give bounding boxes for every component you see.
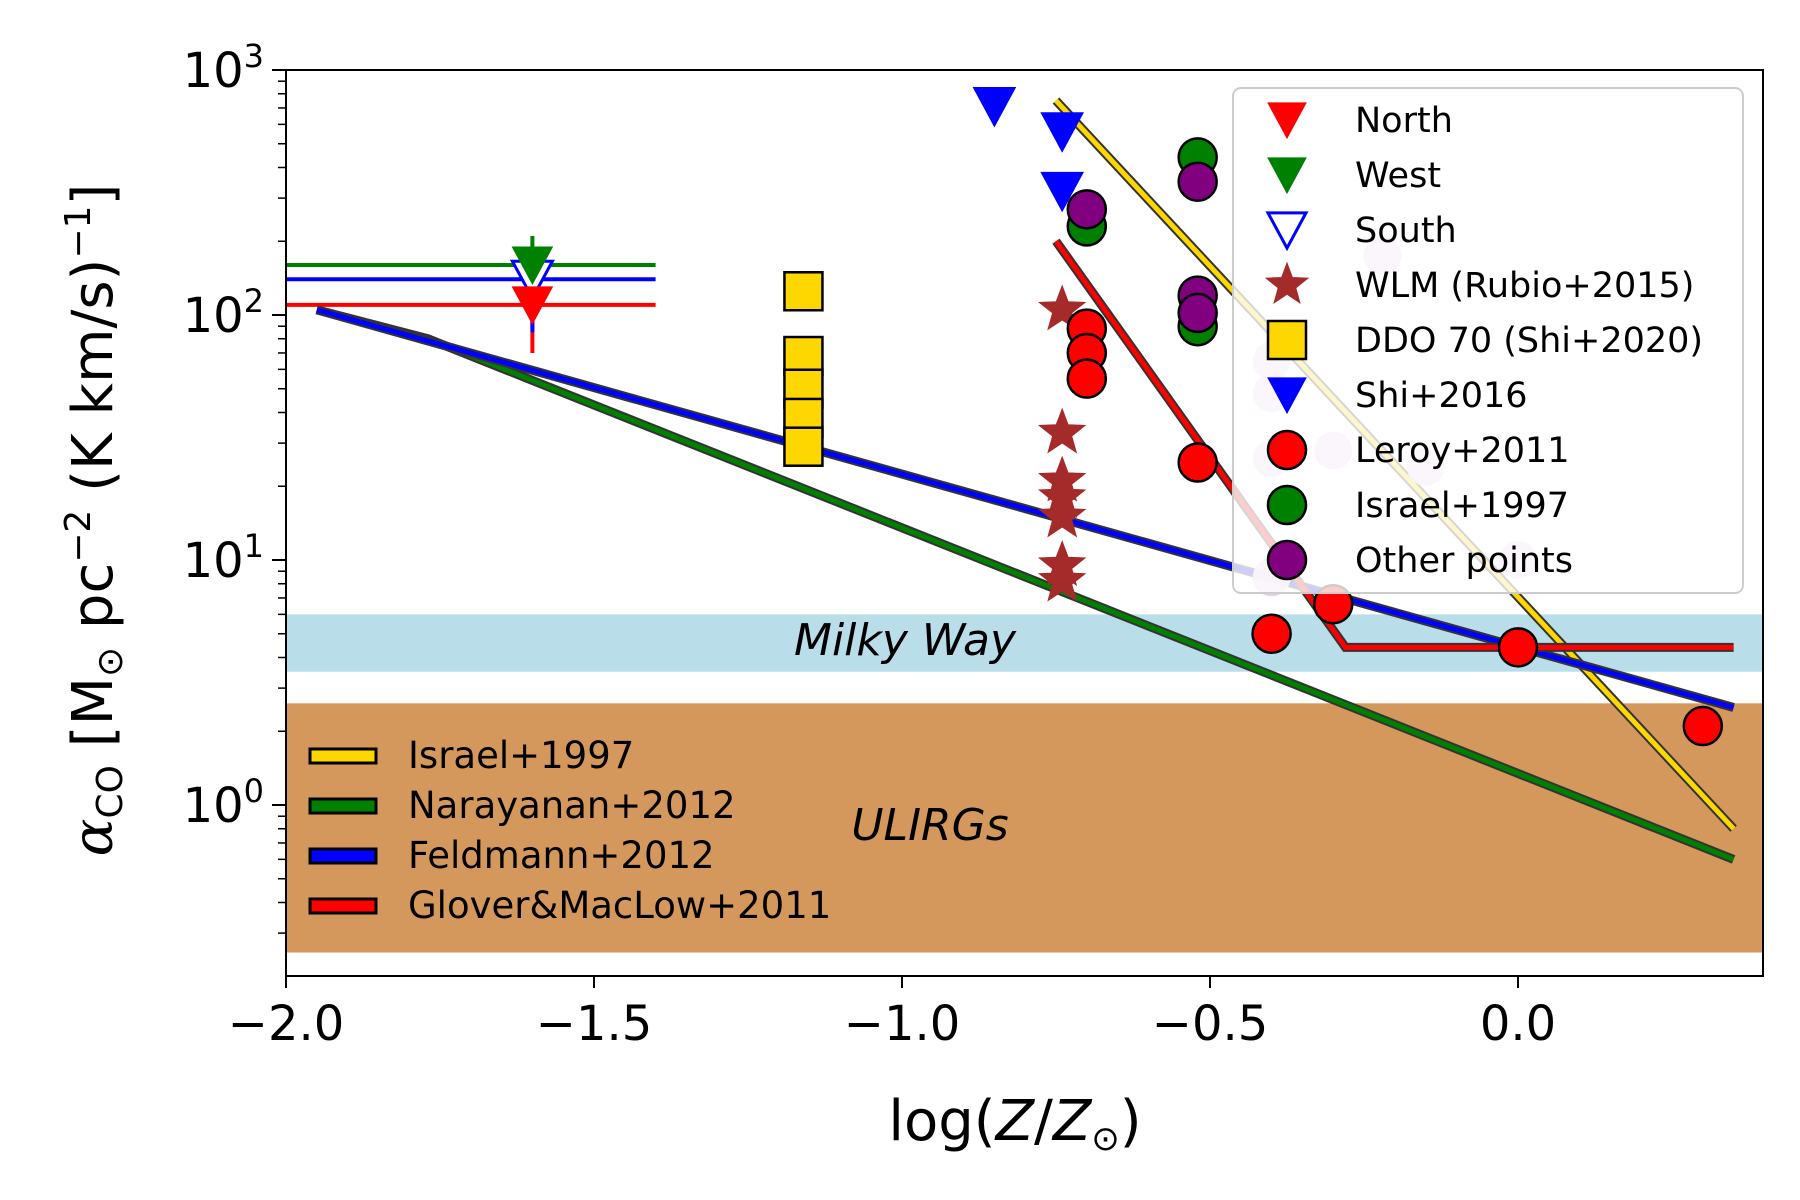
legend-marker-other-points — [1266, 539, 1308, 581]
legend-label-shi-2016: Shi+2016 — [1355, 376, 1528, 416]
legend-line-narayanan-2012 — [308, 797, 378, 815]
legend-points: North West South WLM (Rubio+2015) DDO 70 (Sh… — [1232, 87, 1744, 594]
legend-marker-leroy-2011 — [1266, 429, 1308, 471]
legend-points-box — [1232, 87, 1744, 594]
point-ddo-70-shi-2020-4 — [783, 426, 824, 467]
relation-feldmann-2012 — [316, 307, 1735, 710]
legend-line-label-israel-1997: Israel+1997 — [408, 734, 634, 777]
upper-limits-layer — [286, 236, 656, 353]
x-tick-label: −0.5 — [1152, 996, 1269, 1052]
legend-label-leroy-2011: Leroy+2011 — [1355, 431, 1570, 471]
legend-line-label-narayanan-2012: Narayanan+2012 — [408, 784, 736, 827]
x-tick-label: −2.0 — [228, 996, 345, 1052]
x-tick-label: 0.0 — [1480, 996, 1556, 1052]
legend-lines: Israel+1997 Narayanan+2012 Feldmann+2012 Gl… — [308, 734, 831, 927]
y-tick-label: 100 — [183, 772, 264, 834]
plot-frame — [285, 69, 1764, 977]
legend-label-ddo-70-shi-2020: DDO 70 (Shi+2020) — [1355, 321, 1703, 361]
legend-label-israel-1997: Israel+1997 — [1355, 486, 1569, 526]
milky-way-label: Milky Way — [794, 615, 1017, 666]
legend-marker-shi-2016 — [1267, 377, 1307, 415]
legend-label-wlm-rubio-2015: WLM (Rubio+2015) — [1355, 266, 1694, 306]
point-other-points-0 — [1066, 189, 1108, 230]
legend-marker-ddo-70-shi-2020 — [1266, 319, 1308, 361]
point-leroy-2011-6 — [1497, 627, 1539, 668]
upper-limit-north-marker — [511, 286, 554, 325]
y-tick-label: 103 — [183, 37, 264, 99]
ulirgs-band — [286, 703, 1763, 953]
legend-marker-north — [1267, 102, 1307, 140]
relation-glover-maclow-2011 — [1053, 239, 1734, 650]
x-tick-label: −1.5 — [536, 996, 653, 1052]
legend-line-feldmann-2012 — [308, 847, 378, 865]
x-axis-label: log(Z/Z⊙) — [888, 1089, 1141, 1159]
legend-marker-west — [1267, 157, 1307, 195]
legend-line-israel-1997 — [308, 747, 378, 765]
point-leroy-2011-7 — [1682, 705, 1724, 747]
point-wlm-rubio-2015-0 — [1037, 284, 1087, 331]
point-wlm-rubio-2015-1 — [1037, 407, 1087, 454]
legend-marker-south — [1265, 211, 1309, 252]
legend-label-south: South — [1355, 211, 1457, 251]
legend-label-west: West — [1355, 156, 1441, 196]
y-tick-label: 102 — [183, 282, 264, 344]
legend-marker-israel-1997 — [1266, 484, 1308, 526]
ulirgs-label: ULIRGs — [851, 800, 1008, 851]
y-axis-label: αCO [M⊙ pc−2 (K km/s)−1] — [58, 184, 131, 857]
point-other-points-3 — [1177, 292, 1218, 334]
point-leroy-2011-3 — [1177, 442, 1218, 483]
point-shi-2016-0 — [972, 87, 1017, 128]
legend-line-glover-maclow-2011 — [308, 897, 378, 915]
legend-line-label-feldmann-2012: Feldmann+2012 — [408, 834, 715, 877]
point-shi-2016-2 — [1040, 171, 1084, 213]
legend-label-other-points: Other points — [1355, 541, 1573, 581]
upper-limit-west-marker — [511, 246, 554, 286]
legend-marker-wlm-rubio-2015 — [1264, 261, 1310, 304]
axes-layer: −2.0 −1.5 −1.0 −0.5 0.0 100 101 102 103 — [183, 37, 1557, 1052]
point-wlm-rubio-2015-6 — [1037, 555, 1087, 602]
x-tick-label: −1.0 — [844, 996, 961, 1052]
point-ddo-70-shi-2020-0 — [783, 271, 824, 312]
point-other-points-1 — [1177, 161, 1218, 202]
y-tick-label: 101 — [183, 527, 264, 589]
point-wlm-rubio-2015-4 — [1037, 491, 1087, 538]
point-shi-2016-1 — [1040, 112, 1084, 153]
point-leroy-2011-2 — [1066, 358, 1108, 399]
legend-line-label-glover-maclow-2011: Glover&MacLow+2011 — [408, 884, 831, 927]
bands-layer — [286, 614, 1763, 953]
band-labels-layer: Milky Way ULIRGs — [794, 615, 1017, 851]
legend-label-north: North — [1355, 101, 1453, 141]
point-leroy-2011-4 — [1251, 613, 1292, 655]
